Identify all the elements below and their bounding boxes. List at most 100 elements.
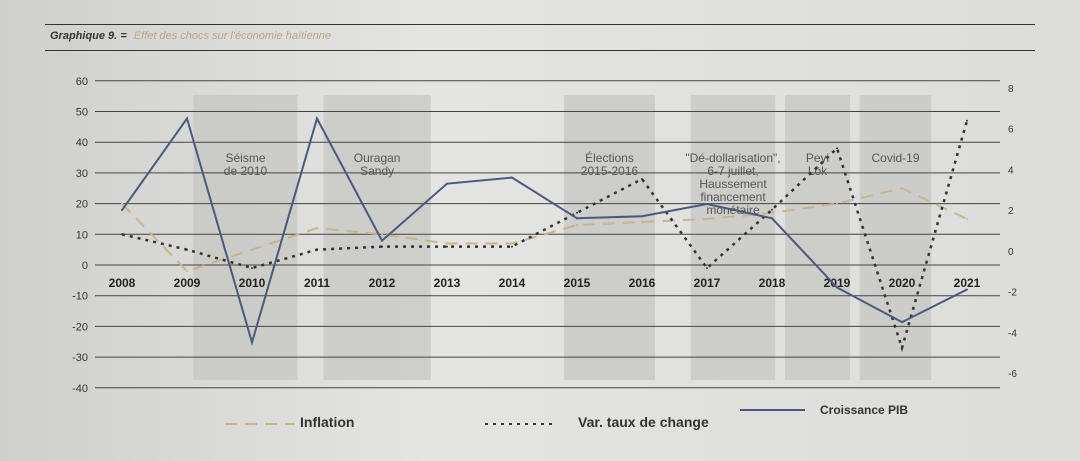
data-point	[381, 233, 383, 236]
left-tick-label: 30	[76, 168, 88, 180]
top-rule	[45, 24, 1035, 25]
left-tick-label: 10	[76, 229, 88, 241]
data-point	[186, 270, 188, 273]
legend-label: Var. taux de change	[578, 414, 709, 430]
x-tick-label: 2014	[499, 276, 526, 290]
data-point	[641, 178, 643, 181]
left-tick-label: -30	[72, 352, 88, 364]
data-point	[771, 211, 773, 214]
x-tick-label: 2020	[889, 276, 916, 290]
left-tick-label: 40	[76, 137, 88, 149]
left-tick-label: 0	[82, 260, 88, 272]
series-line-inflation	[121, 187, 968, 273]
annotation-label: Haussement	[699, 177, 767, 191]
left-tick-label: -40	[72, 383, 88, 395]
data-point	[771, 208, 773, 211]
event-band	[859, 95, 932, 380]
data-point	[901, 321, 903, 324]
data-point	[251, 341, 253, 344]
event-band	[690, 95, 776, 380]
data-point	[966, 288, 968, 291]
left-tick-label: -10	[72, 291, 88, 303]
x-tick-label: 2018	[759, 276, 786, 290]
data-point	[316, 227, 318, 230]
x-tick-label: 2011	[304, 276, 330, 290]
annotation-label: 6-7 juillet,	[707, 164, 758, 178]
x-tick-label: 2008	[109, 276, 136, 290]
figure-label: Graphique 9.	[50, 30, 118, 42]
chart-title: Graphique 9. = Effet des chocs sur l'éco…	[50, 30, 331, 42]
data-point	[121, 233, 123, 236]
data-point	[251, 248, 253, 251]
right-tick-label: 8	[1008, 84, 1014, 95]
data-point	[576, 224, 578, 227]
data-point	[901, 187, 903, 190]
data-point	[706, 203, 708, 206]
event-band	[323, 95, 431, 380]
annotation-label: financement	[700, 190, 766, 204]
x-tick-label: 2016	[629, 276, 656, 290]
annotation-label: Lòk	[808, 164, 828, 178]
data-point	[641, 221, 643, 224]
data-point	[446, 245, 448, 248]
left-tick-label: 50	[76, 107, 88, 119]
left-tick-label: -20	[72, 321, 88, 333]
x-tick-label: 2013	[434, 276, 461, 290]
right-tick-label: -4	[1008, 328, 1017, 339]
annotation-label: de 2010	[224, 164, 268, 178]
data-point	[511, 242, 513, 245]
figure-title: Effet des chocs sur l'économie haïtienne	[133, 30, 331, 42]
event-band	[785, 95, 850, 380]
series-line-croissance-pib	[121, 115, 968, 347]
left-tick-label: 60	[76, 76, 88, 88]
data-point	[966, 217, 968, 220]
data-point	[576, 217, 578, 220]
data-point	[901, 346, 903, 349]
data-point	[771, 217, 773, 220]
data-point	[576, 211, 578, 214]
event-band	[564, 95, 655, 380]
annotation-label: Peyi	[806, 151, 829, 165]
data-point	[446, 242, 448, 245]
right-tick-label: 6	[1008, 125, 1014, 136]
data-point	[446, 182, 448, 185]
legend-label: Croissance PIB	[820, 403, 908, 417]
right-tick-label: 4	[1008, 165, 1014, 176]
x-tick-label: 2021	[954, 276, 981, 290]
data-point	[836, 202, 838, 205]
data-point	[381, 239, 383, 242]
annotation-label: Séisme	[225, 151, 265, 165]
annotation-label: 2015-2016	[581, 164, 639, 178]
annotation-label: Covid-19	[871, 151, 919, 165]
data-point	[836, 147, 838, 150]
left-tick-label: 20	[76, 199, 88, 211]
data-point	[316, 248, 318, 251]
title-rule	[45, 50, 1035, 51]
data-point	[186, 248, 188, 251]
separator: =	[120, 30, 127, 42]
x-tick-label: 2012	[369, 276, 396, 290]
data-point	[511, 245, 513, 248]
right-tick-label: 0	[1008, 247, 1014, 258]
x-tick-label: 2017	[694, 276, 721, 290]
data-point	[381, 245, 383, 248]
data-point	[316, 117, 318, 120]
annotation-label: Ouragan	[354, 151, 401, 165]
data-point	[121, 202, 123, 205]
data-point	[641, 215, 643, 218]
x-tick-label: 2015	[564, 276, 591, 290]
data-point	[706, 217, 708, 220]
x-tick-label: 2009	[174, 276, 201, 290]
legend-label: Inflation	[300, 414, 354, 430]
data-point	[836, 286, 838, 289]
data-point	[706, 267, 708, 270]
right-tick-label: -6	[1008, 369, 1017, 380]
annotation-label: "Dé-dollarisation",	[685, 151, 780, 165]
annotation-label: Élections	[585, 150, 634, 165]
data-point	[251, 267, 253, 270]
data-point	[511, 176, 513, 179]
data-point	[966, 119, 968, 122]
right-tick-label: 2	[1008, 206, 1014, 217]
